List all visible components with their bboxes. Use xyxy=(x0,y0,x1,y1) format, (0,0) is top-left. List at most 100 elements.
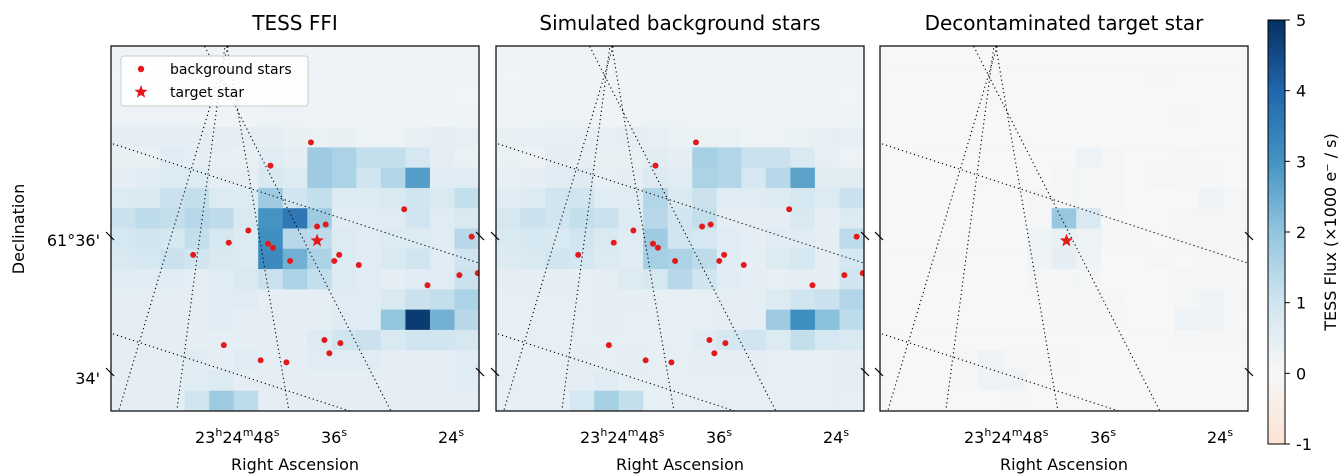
heatmap-cell xyxy=(356,147,382,169)
heatmap-cell xyxy=(741,66,767,88)
heatmap-cell xyxy=(1002,86,1028,108)
heatmap-cell xyxy=(258,309,284,331)
heatmap-cell xyxy=(1125,329,1151,351)
heatmap-cell xyxy=(1076,309,1102,331)
heatmap-cell xyxy=(814,228,841,250)
heatmap-cell xyxy=(618,289,644,311)
heatmap-cell xyxy=(184,370,210,392)
heatmap-cell xyxy=(716,106,742,128)
target-star-marker xyxy=(310,233,324,247)
heatmap-cell xyxy=(1149,167,1175,189)
background-star-marker xyxy=(575,251,582,258)
heatmap-cell xyxy=(454,127,479,148)
heatmap-cell xyxy=(184,350,210,372)
coordinate-grid xyxy=(880,46,1248,411)
heatmap-cell xyxy=(1223,167,1248,189)
heatmap-cell xyxy=(282,248,308,270)
heatmap-cell xyxy=(454,329,479,351)
heatmap-cell xyxy=(839,248,864,270)
heatmap-cell xyxy=(545,248,571,270)
heatmap-cell xyxy=(569,370,595,392)
heatmap-cell xyxy=(356,248,382,270)
heatmap-cell xyxy=(643,309,669,331)
heatmap-cell xyxy=(880,269,906,290)
heatmap-cell xyxy=(331,289,357,311)
heatmap-cell xyxy=(765,289,791,311)
heatmap-cell xyxy=(1125,167,1151,189)
heatmap-cell xyxy=(282,350,308,372)
heatmap-cell xyxy=(111,167,137,189)
heatmap-cell xyxy=(618,329,644,351)
heatmap-cell xyxy=(643,329,669,351)
heatmap-cell xyxy=(1027,86,1053,108)
heatmap-cell xyxy=(282,329,308,351)
heatmap-cell xyxy=(929,329,955,351)
heatmap-cell xyxy=(594,289,620,311)
heatmap-cell xyxy=(429,248,456,270)
heatmap-cell xyxy=(1223,127,1248,148)
heatmap-cell xyxy=(356,350,382,372)
heatmap-cell xyxy=(380,390,406,411)
heatmap-cell xyxy=(520,390,546,411)
heatmap-cell xyxy=(741,167,767,189)
heatmap-cell xyxy=(643,86,669,108)
heatmap-cell xyxy=(184,289,210,311)
heatmap-cell xyxy=(1100,350,1126,372)
heatmap-cell xyxy=(520,370,546,392)
heatmap-cell xyxy=(1125,127,1151,148)
heatmap-cell xyxy=(160,329,186,351)
heatmap-cell xyxy=(1198,127,1225,148)
heatmap-cell xyxy=(814,390,841,411)
legend-label: target star xyxy=(170,85,244,101)
heatmap-cell xyxy=(331,66,357,88)
background-star-marker xyxy=(468,233,475,240)
background-star-marker xyxy=(605,342,612,349)
heatmap-cell xyxy=(520,46,546,67)
background-star-marker xyxy=(853,233,860,240)
heatmap-cell xyxy=(545,350,571,372)
x-axis-label: Right Ascension xyxy=(616,455,744,474)
heatmap-cell xyxy=(356,269,382,290)
heatmap-cell xyxy=(356,86,382,108)
heatmap-cell xyxy=(716,269,742,290)
heatmap-cell xyxy=(692,269,718,290)
heatmap-cell xyxy=(978,66,1004,88)
heatmap-cell xyxy=(1125,147,1151,169)
heatmap-cell xyxy=(282,147,308,169)
heatmap-cell xyxy=(233,228,259,250)
heatmap-cell xyxy=(618,269,644,290)
heatmap-cell xyxy=(569,289,595,311)
heatmap-cell xyxy=(814,309,841,331)
heatmap-cell xyxy=(405,86,431,108)
heatmap-cell xyxy=(618,248,644,270)
background-star-marker xyxy=(668,359,675,366)
heatmap-cell xyxy=(135,147,161,169)
heatmap-cell xyxy=(1100,329,1126,351)
heatmap-cell xyxy=(790,127,816,148)
heatmap-cell xyxy=(1223,329,1248,351)
heatmap-cell xyxy=(135,127,161,148)
heatmap-cell xyxy=(716,390,742,411)
colorbar: 5 4 3 2 1 0 -1 TESS Flux (×1000 e⁻ / s) xyxy=(1267,11,1340,454)
heatmap-cell xyxy=(1002,167,1028,189)
heatmap-cell xyxy=(790,390,816,411)
background-star-marker xyxy=(190,251,197,258)
heatmap-cell xyxy=(454,46,479,67)
heatmap-cell xyxy=(814,46,841,67)
heatmap-cell xyxy=(520,187,546,209)
heatmap-cell xyxy=(569,269,595,290)
heatmap-cell xyxy=(307,86,333,108)
heatmap-cell xyxy=(454,86,479,108)
heatmap-cell xyxy=(1198,228,1225,250)
heatmap-cell xyxy=(569,309,595,331)
heatmap-cells xyxy=(111,46,479,411)
heatmap-cell xyxy=(496,187,522,209)
heatmap-cell xyxy=(111,329,137,351)
heatmap-cell xyxy=(356,370,382,392)
heatmap-cell xyxy=(929,208,955,230)
heatmap-cell xyxy=(618,86,644,108)
heatmap-cell xyxy=(880,106,906,128)
heatmap-cell xyxy=(1223,147,1248,169)
heatmap-cell xyxy=(1100,106,1126,128)
heatmap-cell xyxy=(978,269,1004,290)
